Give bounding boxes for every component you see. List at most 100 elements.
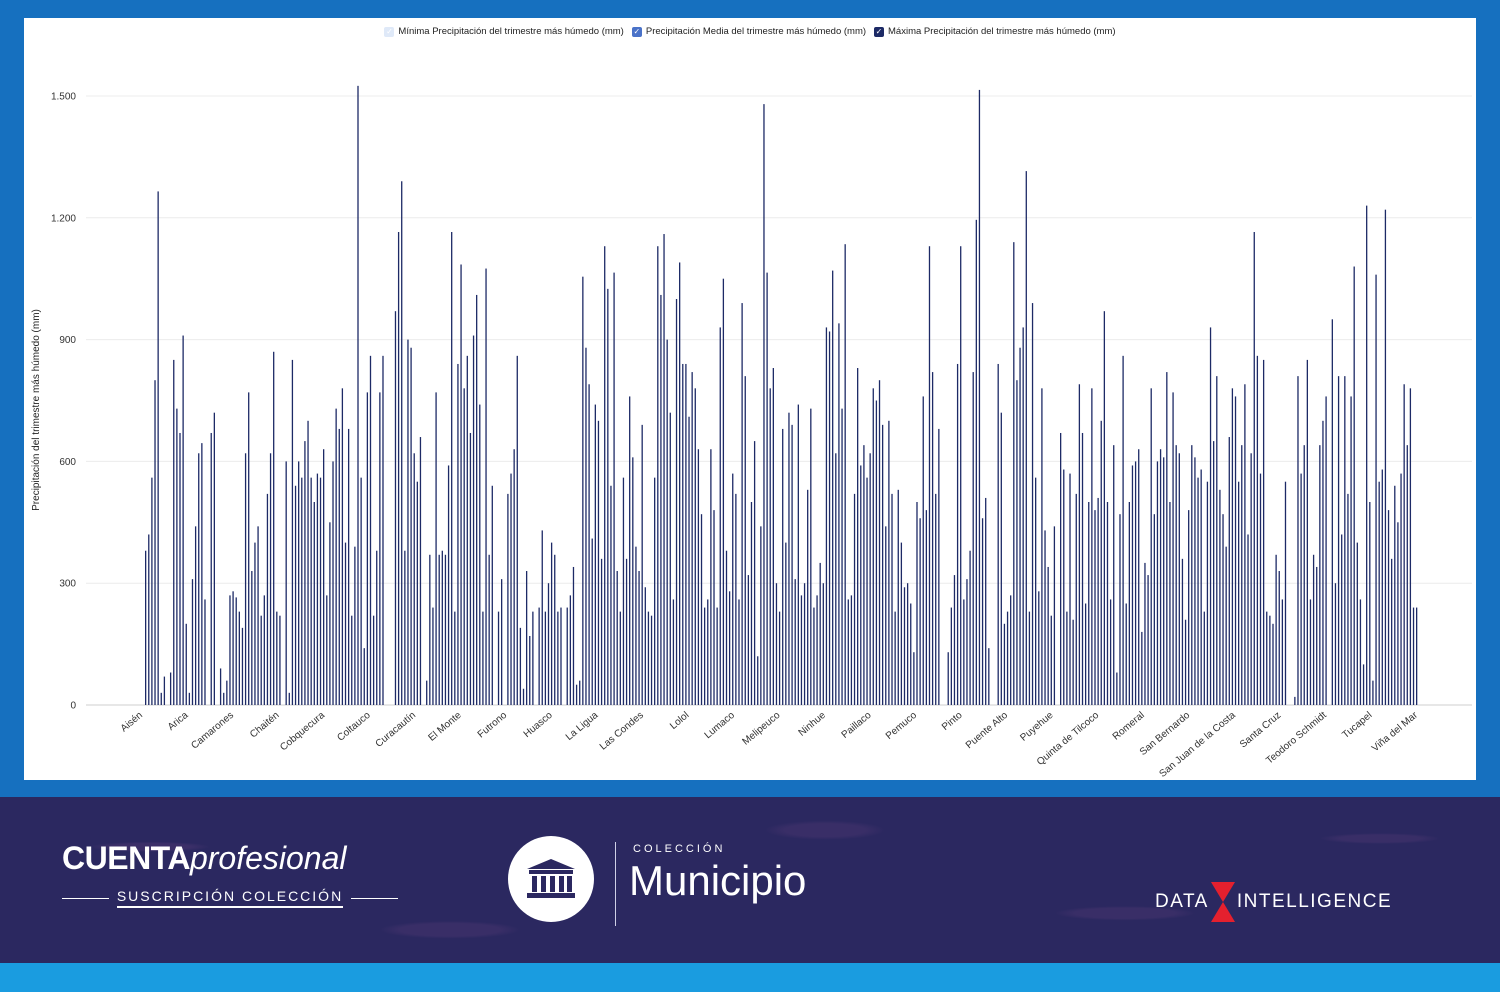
bar[interactable]	[485, 268, 487, 705]
bar[interactable]	[1013, 242, 1015, 705]
bar[interactable]	[1169, 502, 1171, 705]
bar[interactable]	[363, 648, 365, 705]
bar[interactable]	[1119, 514, 1121, 705]
bar[interactable]	[813, 607, 815, 705]
bar[interactable]	[1337, 376, 1340, 705]
bar[interactable]	[244, 453, 247, 705]
bar[interactable]	[273, 351, 275, 705]
bar[interactable]	[1222, 514, 1224, 705]
bar[interactable]	[444, 554, 447, 705]
bar[interactable]	[1359, 599, 1362, 705]
bar[interactable]	[775, 583, 778, 705]
bar[interactable]	[169, 672, 172, 705]
bar[interactable]	[519, 627, 522, 705]
bar[interactable]	[1322, 420, 1324, 705]
bar[interactable]	[323, 449, 325, 705]
bar[interactable]	[716, 607, 718, 705]
bar[interactable]	[969, 550, 971, 705]
bar[interactable]	[544, 611, 547, 705]
bar[interactable]	[566, 607, 568, 705]
bar[interactable]	[357, 85, 359, 706]
bar[interactable]	[613, 272, 615, 705]
bar[interactable]	[569, 595, 572, 705]
bar[interactable]	[1238, 481, 1240, 705]
bar[interactable]	[1319, 445, 1321, 705]
bar[interactable]	[410, 347, 412, 705]
bar[interactable]	[1403, 384, 1405, 705]
bar[interactable]	[647, 611, 650, 705]
bar[interactable]	[869, 453, 871, 705]
bar[interactable]	[1025, 171, 1027, 706]
bar[interactable]	[1353, 266, 1355, 705]
bar[interactable]	[725, 550, 728, 705]
bar[interactable]	[554, 554, 556, 705]
bar[interactable]	[1028, 611, 1031, 705]
bar[interactable]	[1163, 457, 1165, 705]
bar[interactable]	[307, 420, 309, 705]
bar[interactable]	[1194, 457, 1196, 705]
bar[interactable]	[703, 607, 706, 705]
bar[interactable]	[803, 583, 806, 705]
bar[interactable]	[931, 372, 934, 705]
bar[interactable]	[413, 453, 415, 705]
bar[interactable]	[360, 477, 362, 705]
bar[interactable]	[1247, 534, 1249, 705]
bar[interactable]	[344, 542, 347, 705]
bar[interactable]	[872, 388, 874, 705]
bar[interactable]	[1397, 522, 1399, 705]
bar[interactable]	[632, 457, 634, 705]
bar[interactable]	[376, 550, 378, 705]
bar[interactable]	[347, 428, 350, 705]
checkbox-icon[interactable]: ✓	[874, 26, 885, 37]
bar[interactable]	[525, 571, 528, 705]
bar[interactable]	[1200, 469, 1202, 705]
bar[interactable]	[750, 502, 753, 705]
bar[interactable]	[1391, 558, 1393, 705]
bar[interactable]	[679, 262, 681, 705]
bar[interactable]	[691, 372, 693, 705]
bar[interactable]	[279, 615, 281, 705]
bar[interactable]	[316, 473, 319, 705]
bar[interactable]	[1225, 546, 1227, 705]
bar[interactable]	[785, 542, 787, 705]
bar[interactable]	[1416, 607, 1418, 705]
bar[interactable]	[757, 656, 759, 705]
bar[interactable]	[1206, 481, 1209, 705]
bar[interactable]	[1147, 575, 1149, 705]
bar[interactable]	[1172, 392, 1174, 705]
bar[interactable]	[972, 372, 974, 705]
bar[interactable]	[1060, 432, 1062, 705]
bar[interactable]	[772, 368, 774, 705]
bar[interactable]	[507, 493, 509, 705]
bar[interactable]	[1094, 510, 1096, 705]
bar[interactable]	[1144, 562, 1146, 705]
bar[interactable]	[210, 432, 212, 705]
bar[interactable]	[460, 264, 462, 705]
bar[interactable]	[1284, 481, 1287, 705]
bar[interactable]	[997, 363, 999, 705]
bar[interactable]	[173, 359, 175, 705]
bar[interactable]	[981, 518, 984, 705]
bar[interactable]	[881, 424, 884, 705]
bar[interactable]	[1213, 441, 1215, 705]
bar[interactable]	[379, 392, 381, 705]
bar[interactable]	[248, 392, 250, 705]
bar[interactable]	[285, 461, 287, 705]
bar[interactable]	[638, 571, 640, 705]
bar[interactable]	[1003, 623, 1006, 705]
bar[interactable]	[1041, 388, 1043, 705]
bar[interactable]	[847, 599, 849, 705]
bar[interactable]	[810, 408, 812, 705]
bar[interactable]	[550, 542, 553, 705]
bar[interactable]	[1131, 465, 1134, 705]
bar[interactable]	[319, 477, 322, 705]
bar[interactable]	[185, 623, 187, 705]
bar[interactable]	[1275, 554, 1277, 705]
bar[interactable]	[735, 493, 737, 705]
bar[interactable]	[454, 611, 456, 705]
bar[interactable]	[610, 485, 612, 705]
bar[interactable]	[575, 684, 578, 705]
bar[interactable]	[198, 453, 200, 705]
bar[interactable]	[838, 323, 840, 705]
bar[interactable]	[919, 518, 921, 705]
